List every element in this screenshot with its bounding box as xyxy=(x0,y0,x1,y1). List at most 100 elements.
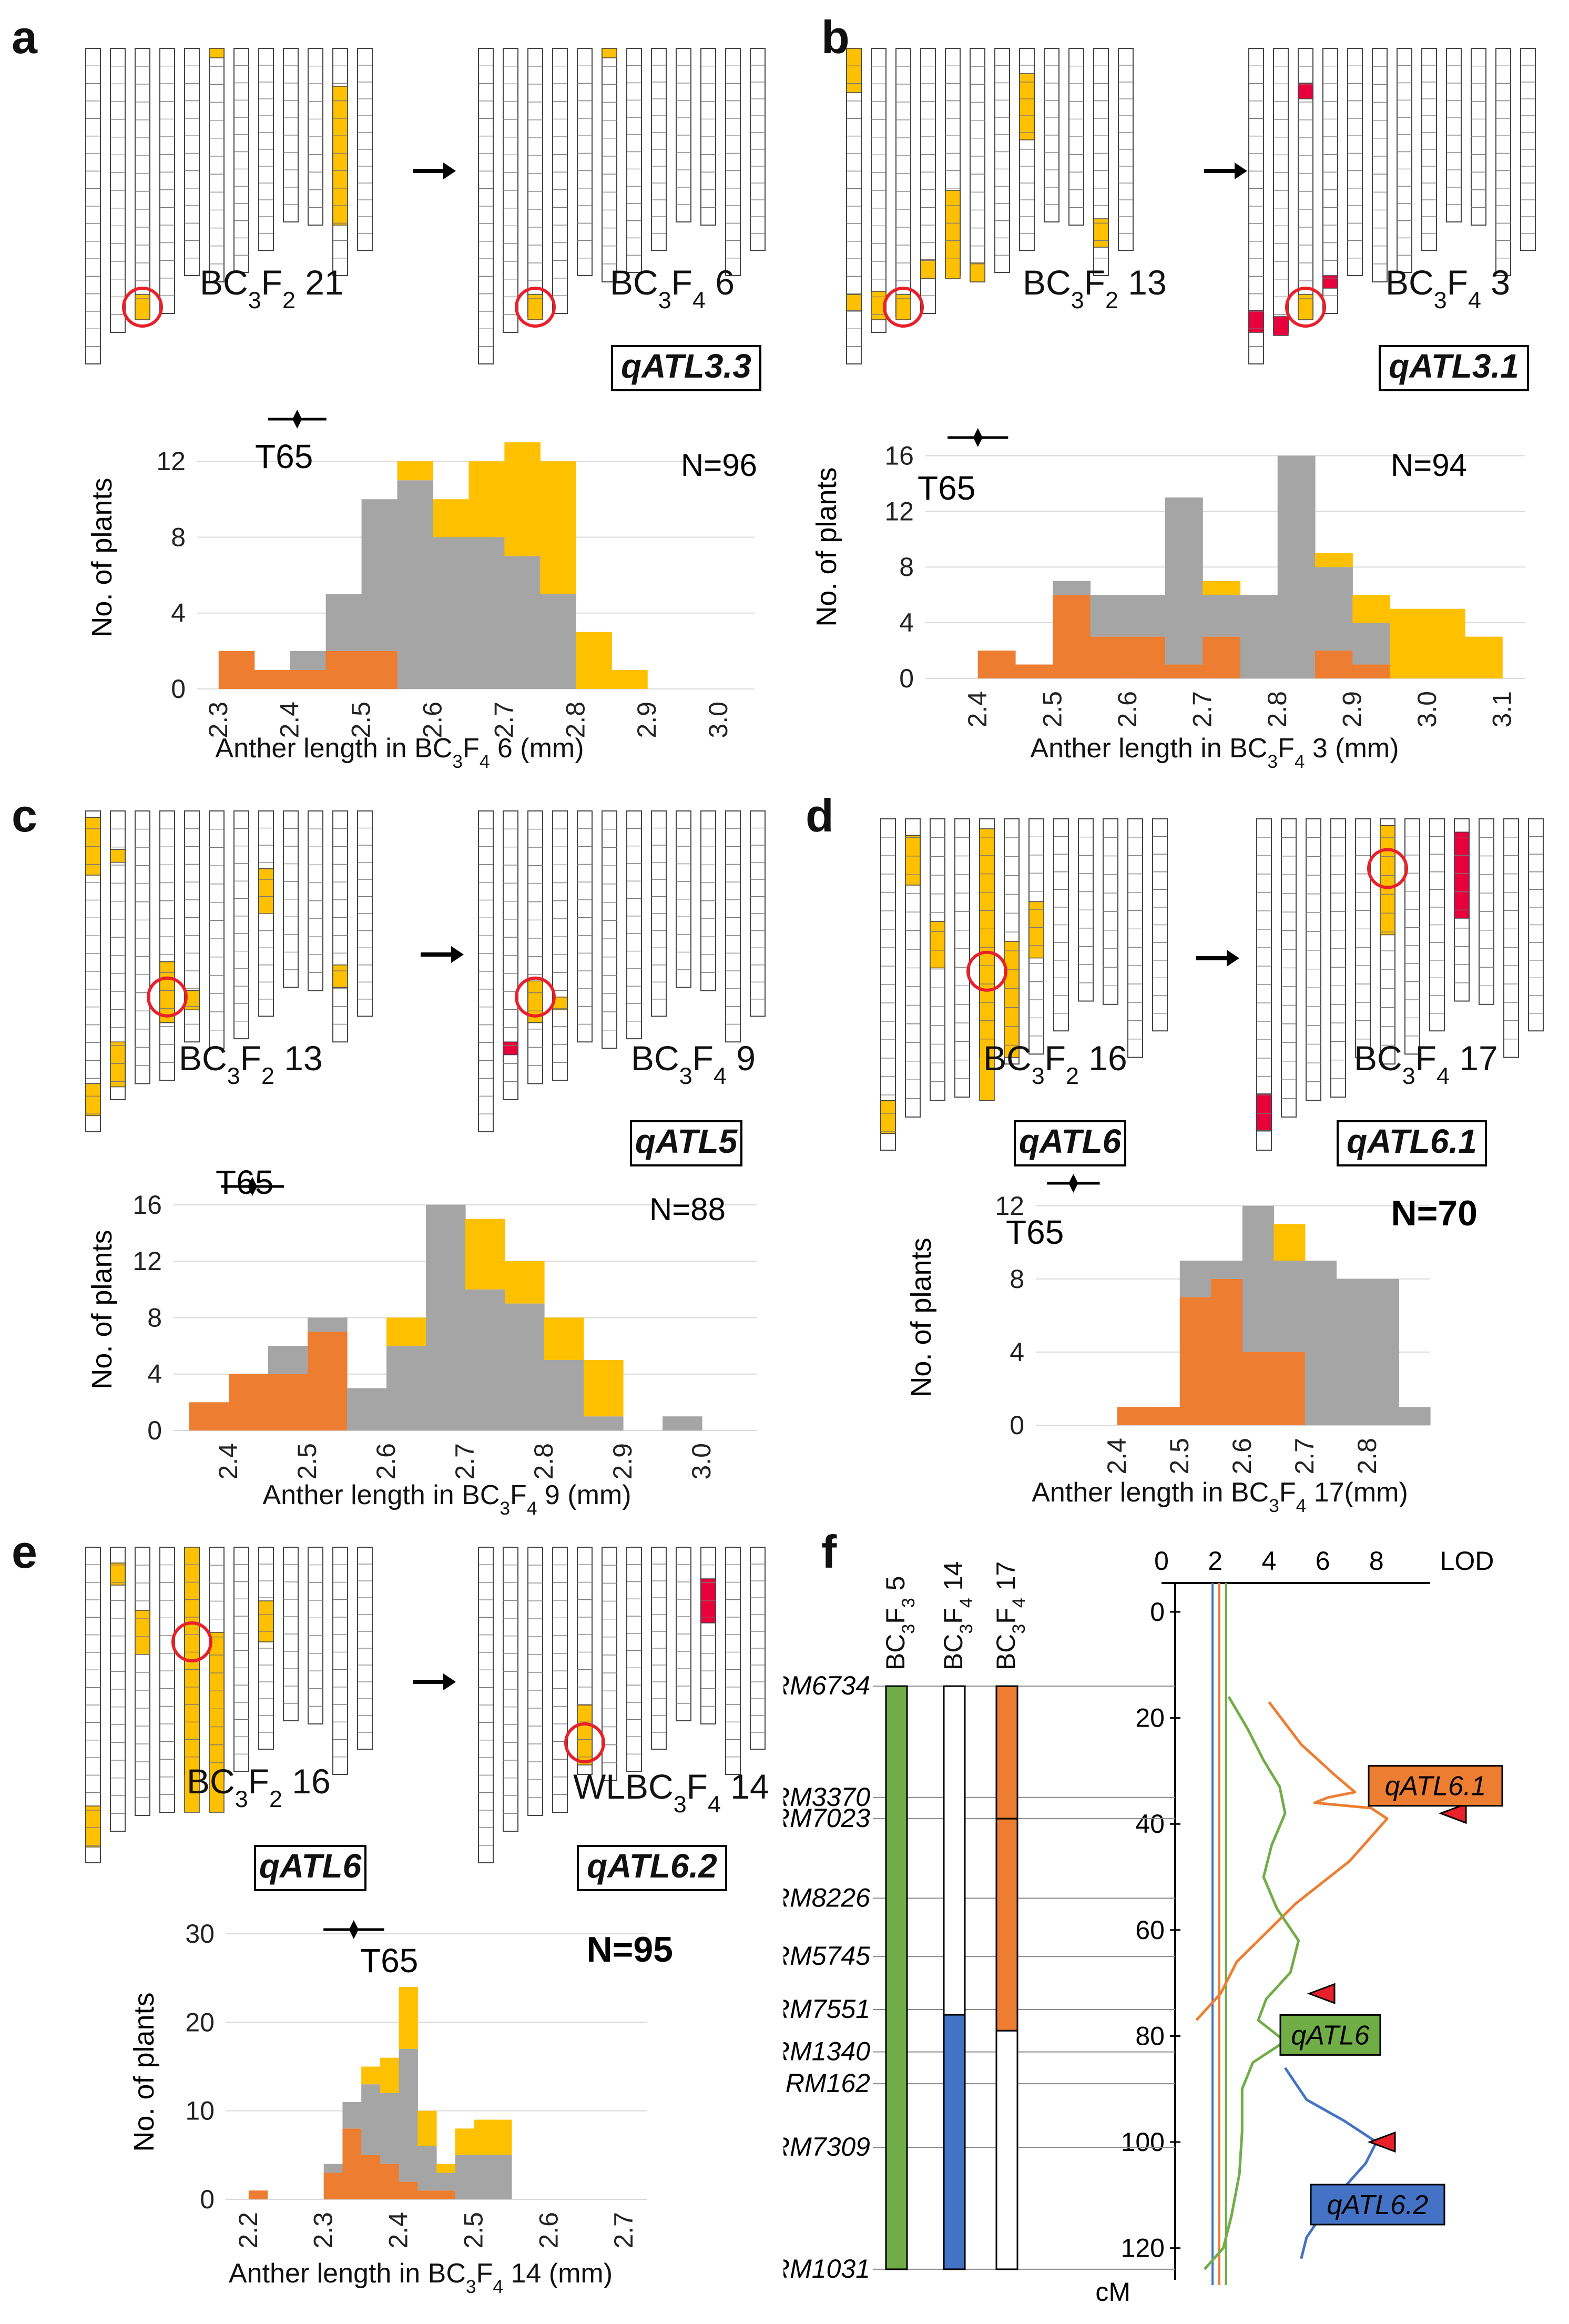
bar-gray xyxy=(308,1317,348,1332)
x-tick-label: 2.5 xyxy=(347,702,376,738)
arrow-head xyxy=(1235,163,1247,179)
y-axis-label: No. of plants xyxy=(811,467,842,626)
bar-orange xyxy=(1053,595,1091,678)
introgression-segment xyxy=(135,294,150,320)
bar-orange xyxy=(254,669,291,689)
target-region-circle xyxy=(1285,287,1326,328)
bar-orange xyxy=(189,1402,229,1430)
marker-label: RM162 xyxy=(786,2068,870,2098)
introgression-segment xyxy=(602,48,617,58)
bar-gray xyxy=(361,499,398,651)
bar-gray xyxy=(504,556,541,689)
introgression-segment xyxy=(1019,73,1035,140)
bar-yellow xyxy=(380,2057,400,2093)
cm-tick-label: 0 xyxy=(1150,1597,1165,1627)
introgression-segment xyxy=(85,1805,101,1848)
bar-orange xyxy=(1179,1297,1211,1425)
t65-mean-icon xyxy=(1068,1174,1078,1193)
introgression-segment xyxy=(880,1100,896,1134)
chromosome-7 xyxy=(626,810,642,1040)
panel-a: BC3F2 21 BC3F4 6 qATL3.3 0 4 8 12 2.3 2.4 2.5 2.6 2… xyxy=(85,48,766,768)
x-tick-label: 2.8 xyxy=(529,1443,558,1480)
qtl-label: qATL5 xyxy=(635,1122,738,1160)
bar-orange xyxy=(290,669,327,689)
x-tick-label: 2.5 xyxy=(1165,1438,1194,1475)
bar-yellow xyxy=(455,2128,475,2155)
left-qtl-label-box xyxy=(254,1845,366,1891)
bar-gray xyxy=(290,651,327,670)
bar-gray xyxy=(323,2164,343,2173)
bar-gray xyxy=(347,1388,387,1430)
genotype-bar-segment xyxy=(943,2014,966,2270)
chromosome-11 xyxy=(725,48,741,276)
chromosome-4 xyxy=(159,48,175,314)
bar-gray xyxy=(399,2048,418,2182)
bar-gray xyxy=(1127,595,1166,637)
right-population-label: BC3F4 6 xyxy=(610,263,735,313)
bar-yellow xyxy=(1315,553,1353,567)
chromosome-7 xyxy=(626,48,642,273)
chromosome-6 xyxy=(1372,48,1388,282)
bar-gray xyxy=(436,2173,456,2191)
introgression-segment xyxy=(1028,901,1044,959)
chromosome-5 xyxy=(1347,48,1363,276)
y-tick-label: 8 xyxy=(171,522,186,552)
x-tick-label: 2.6 xyxy=(417,702,447,738)
chromosome-11 xyxy=(725,810,741,1043)
sample-size: N=96 xyxy=(681,448,757,483)
t65-label: T65 xyxy=(255,438,313,475)
y-axis-label: No. of plants xyxy=(128,1992,160,2152)
bar-gray xyxy=(1090,595,1128,637)
y-axis-label: No. of plants xyxy=(905,1237,937,1397)
qtl-label-box xyxy=(1337,1120,1487,1166)
bar-orange xyxy=(218,651,255,689)
bar-orange xyxy=(1148,1407,1180,1425)
bar-yellow xyxy=(1273,1224,1306,1261)
bar-gray xyxy=(663,1416,702,1430)
marker-label: RM3370 xyxy=(783,1782,870,1812)
chromosomes-left-b xyxy=(846,48,1134,364)
bar-orange xyxy=(1203,636,1241,678)
chromosome-7 xyxy=(233,1547,249,1772)
qtl-label-box xyxy=(1368,1765,1503,1807)
chromosome-11 xyxy=(332,810,348,1043)
panel-label-a: a xyxy=(12,11,37,63)
x-tick-label: 2.7 xyxy=(1290,1438,1319,1475)
bar-yellow xyxy=(436,2164,456,2173)
chromosome-11 xyxy=(1495,48,1511,276)
bar-orange xyxy=(1273,1352,1306,1425)
chromosome-3 xyxy=(527,1547,543,1816)
histogram-a: 0 4 8 12 2.3 2.4 2.5 2.6 2.7 2.8 2.9 3.0 xyxy=(156,410,755,738)
chromosome-7 xyxy=(233,810,249,1040)
y-tick-label: 12 xyxy=(156,446,186,476)
chromosome-4 xyxy=(954,818,970,1098)
introgression-segment xyxy=(110,1041,126,1088)
bar-orange xyxy=(399,2181,418,2199)
x-tick-label: 2.6 xyxy=(534,2212,563,2249)
target-region-circle xyxy=(515,976,556,1018)
bar-orange xyxy=(1242,1352,1274,1425)
cm-tick-label: 20 xyxy=(1135,1703,1165,1733)
target-region-circle xyxy=(122,287,163,328)
chromosome-4 xyxy=(159,810,175,1081)
target-region-circle xyxy=(883,287,924,328)
t65-label: T65 xyxy=(918,469,975,507)
x-tick-label: 2.9 xyxy=(632,702,661,738)
introgression-segment xyxy=(846,294,862,311)
y-tick-label: 0 xyxy=(1010,1410,1024,1440)
histogram-b: 0 4 8 12 16 2.4 2.5 2.6 2.7 2.8 2.9 3.0 3.1 xyxy=(884,428,1525,728)
bar-gray xyxy=(505,1303,545,1430)
bar-gray xyxy=(1399,1407,1431,1425)
chromosome-4 xyxy=(1322,48,1338,314)
bar-gray xyxy=(380,2093,400,2164)
introgression-segment xyxy=(1093,218,1109,248)
bar-gray xyxy=(1203,595,1241,637)
qtl-label-box xyxy=(611,345,761,391)
y-tick-label: 16 xyxy=(133,1190,162,1220)
qtl-label: qATL6 xyxy=(1291,2020,1369,2051)
x-tick-label: 2.6 xyxy=(371,1443,401,1480)
bar-yellow xyxy=(1352,595,1391,623)
qtl-label-box xyxy=(1310,2184,1445,2226)
t65-mean-icon xyxy=(292,410,302,429)
y-tick-label: 4 xyxy=(147,1359,162,1389)
